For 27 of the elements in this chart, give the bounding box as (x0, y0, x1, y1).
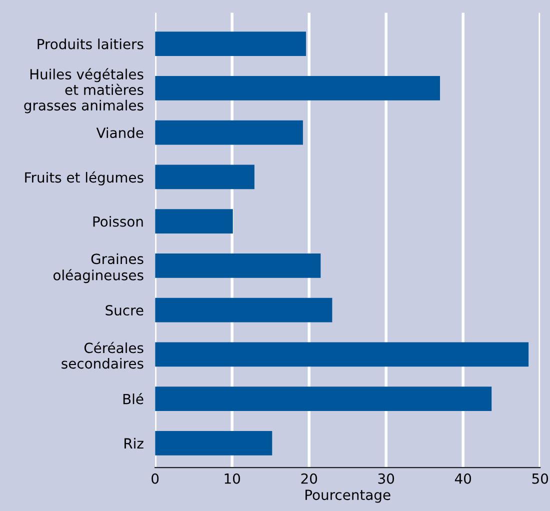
bar (155, 164, 254, 190)
y-tick-label: Graines oléagineuses (54, 253, 144, 284)
x-tick-label: 20 (301, 473, 318, 484)
bar (155, 120, 303, 145)
bar (155, 253, 321, 278)
x-tick-label: 30 (378, 473, 394, 484)
y-tick-label: Poisson (93, 216, 143, 227)
x-tick-label: 10 (224, 473, 240, 484)
x-tick-label: 40 (454, 473, 472, 484)
x-tick-label: 0 (152, 473, 159, 484)
y-tick-label: Fruits et légumes (25, 171, 144, 186)
x-axis-title: Pourcentage (306, 490, 390, 503)
bar (155, 386, 492, 411)
y-tick-label: Viande (96, 127, 144, 138)
y-tick-label: Sucre (106, 305, 144, 316)
y-tick-label: Riz (124, 438, 144, 448)
x-tick-label: 50 (532, 473, 548, 484)
bar (155, 209, 233, 234)
bar (155, 342, 529, 367)
y-tick-label: Blé (123, 392, 144, 404)
y-tick-label: Produits laitiers (38, 38, 144, 50)
y-tick-label: Huiles végétales et matières grasses animales (24, 68, 144, 114)
bar (155, 76, 440, 100)
bar (155, 32, 306, 56)
y-tick-label: Céréales secondaires (62, 342, 144, 369)
bar (155, 430, 272, 456)
bar (155, 298, 332, 322)
